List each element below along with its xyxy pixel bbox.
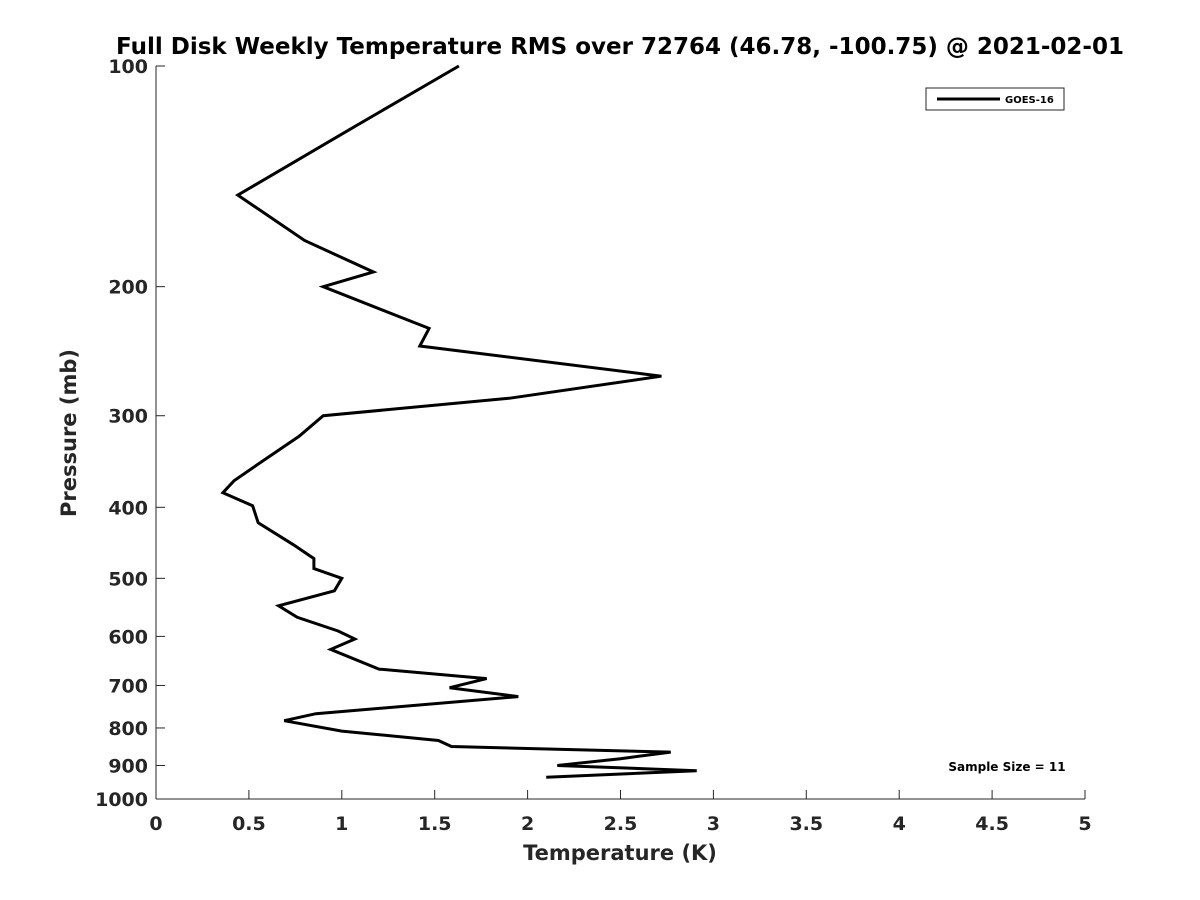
y-tick-label: 700	[108, 675, 148, 697]
chart-title: Full Disk Weekly Temperature RMS over 72…	[116, 34, 1124, 60]
x-tick-label: 1.5	[418, 813, 452, 835]
x-tick-label: 3	[707, 813, 720, 835]
y-axis-label: Pressure (mb)	[57, 349, 81, 517]
y-tick-label: 100	[108, 56, 148, 78]
x-tick-label: 2.5	[604, 813, 638, 835]
legend-label-goes-16: GOES-16	[1005, 95, 1054, 106]
y-tick-label: 200	[108, 277, 148, 299]
y-tick-label: 1000	[95, 789, 148, 811]
sample-size-annotation: Sample Size = 11	[948, 760, 1065, 774]
y-tick-label: 600	[108, 626, 148, 648]
y-tick-label: 300	[108, 406, 148, 428]
y-tick-label: 500	[108, 568, 148, 590]
legend: GOES-16	[925, 87, 1065, 111]
series-line-goes-16	[220, 64, 697, 779]
x-axis-label: Temperature (K)	[523, 841, 717, 865]
x-tick-label: 3.5	[789, 813, 823, 835]
x-tick-label: 5	[1078, 813, 1091, 835]
series-layer	[220, 64, 697, 779]
y-axis-ticks: 100 200 300 400 500 600 700 800 900 1000	[95, 56, 165, 811]
x-tick-label: 0.5	[232, 813, 266, 835]
x-tick-label: 2	[521, 813, 534, 835]
x-tick-label: 4.5	[975, 813, 1009, 835]
x-tick-label: 0	[149, 813, 162, 835]
x-tick-label: 4	[893, 813, 906, 835]
y-tick-label: 400	[108, 497, 148, 519]
x-axis-ticks: 0 0.5 1 1.5 2 2.5 3 3.5 4 4.5 5	[149, 790, 1092, 835]
y-tick-label: 900	[108, 755, 148, 777]
y-tick-label: 800	[108, 718, 148, 740]
x-tick-label: 1	[335, 813, 348, 835]
